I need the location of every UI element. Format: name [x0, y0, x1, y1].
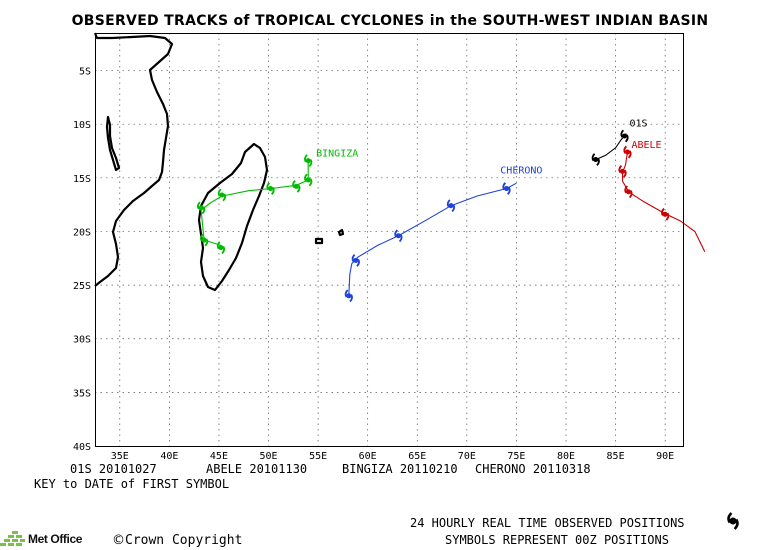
cyclone-position-marker [661, 207, 670, 221]
coastlines [93, 32, 345, 292]
track-line [621, 152, 706, 253]
lake-malawi [105, 115, 121, 172]
lon-tick-label: 40E [160, 451, 178, 462]
reunion-island [314, 237, 324, 245]
copyright-symbol: © [112, 533, 125, 548]
map-frame [95, 33, 684, 447]
map-title: OBSERVED TRACKS of TROPICAL CYCLONES in … [71, 13, 709, 29]
axis-tick-labels: 35E 40E 45E 50E 55E 60E 65E 70E 75E 80E 85E 90E 5S 10… [73, 67, 674, 462]
track-line [348, 182, 517, 296]
lat-tick-label: 35S [73, 388, 91, 399]
track-bingiza [196, 154, 313, 254]
key-01s: 01S 20101027 [70, 462, 157, 476]
key-caption: KEY to DATE of FIRST SYMBOL [34, 477, 230, 491]
lon-tick-label: 65E [408, 451, 426, 462]
cyclone-position-marker [196, 201, 206, 215]
cyclone-position-marker [623, 145, 632, 159]
cyclone-position-marker [394, 229, 403, 243]
cyclone-position-marker [304, 173, 313, 187]
lon-tick-label: 70E [458, 451, 476, 462]
cyclone-position-marker [344, 289, 353, 303]
lon-tick-label: 55E [309, 451, 327, 462]
cyclone-position-marker [217, 188, 227, 202]
track-cherono [344, 182, 517, 303]
cyclone-position-marker [266, 182, 275, 195]
cyclone-position-marker [624, 185, 633, 199]
track-line [595, 133, 627, 161]
cyclone-position-marker [292, 179, 301, 193]
copyright: ©Crown Copyright [112, 533, 242, 548]
key-abele: ABELE 20101130 [206, 462, 308, 476]
grid-lines [95, 33, 683, 446]
legend-line-2: SYMBOLS REPRESENT 00Z POSITIONS [445, 533, 669, 547]
cyclone-position-marker [216, 241, 226, 254]
track-line [200, 160, 309, 246]
track-abele [618, 145, 706, 253]
storm-label-cherono: CHERONO [500, 166, 542, 177]
lat-tick-label: 5S [79, 67, 91, 78]
storm-labels: 01S ABELE BINGIZA CHERONO [316, 118, 661, 176]
mauritius-island [337, 228, 345, 237]
key-bingiza: BINGIZA 20110210 [342, 462, 458, 476]
lat-tick-label: 25S [73, 281, 91, 292]
lat-tick-label: 20S [73, 227, 91, 238]
lat-tick-label: 40S [73, 442, 91, 453]
lon-tick-label: 35E [111, 451, 129, 462]
legend-cyclone-glyph [727, 512, 739, 530]
legend-line-1: 24 HOURLY REAL TIME OBSERVED POSITIONS [410, 516, 685, 530]
cyclone-position-marker [351, 254, 360, 267]
lon-tick-label: 60E [359, 451, 377, 462]
lon-tick-label: 45E [210, 451, 228, 462]
lat-tick-label: 30S [73, 335, 91, 346]
cyclone-symbol-icon [727, 512, 739, 530]
lon-tick-label: 75E [507, 451, 525, 462]
cyclone-position-marker [620, 129, 629, 143]
storm-label-abele: ABELE [631, 140, 661, 151]
met-office-logo-icon [0, 531, 25, 546]
copyright-text: Crown Copyright [125, 533, 243, 548]
cyclone-position-marker [618, 164, 627, 178]
cyclone-tracks [196, 129, 706, 303]
met-office-logo: Met Office [0, 528, 82, 550]
lon-tick-label: 80E [557, 451, 575, 462]
met-office-logo-text: Met Office [28, 532, 83, 546]
cyclone-position-marker [199, 233, 209, 247]
lat-tick-label: 10S [73, 120, 91, 131]
madagascar-coastline [197, 142, 269, 292]
storm-label-01s: 01S [629, 118, 647, 129]
lon-tick-label: 50E [259, 451, 277, 462]
africa-coastline [93, 32, 174, 287]
key-cherono: CHERONO 20110318 [475, 462, 591, 476]
track-01s [591, 129, 629, 166]
lon-tick-label: 85E [607, 451, 625, 462]
cyclone-position-marker [591, 153, 600, 166]
cyclone-position-marker [446, 199, 456, 213]
cyclone-position-marker [304, 154, 313, 168]
storm-label-bingiza: BINGIZA [316, 148, 358, 159]
lat-tick-label: 15S [73, 174, 91, 185]
lon-tick-label: 90E [656, 451, 674, 462]
cyclone-position-marker [502, 182, 511, 195]
